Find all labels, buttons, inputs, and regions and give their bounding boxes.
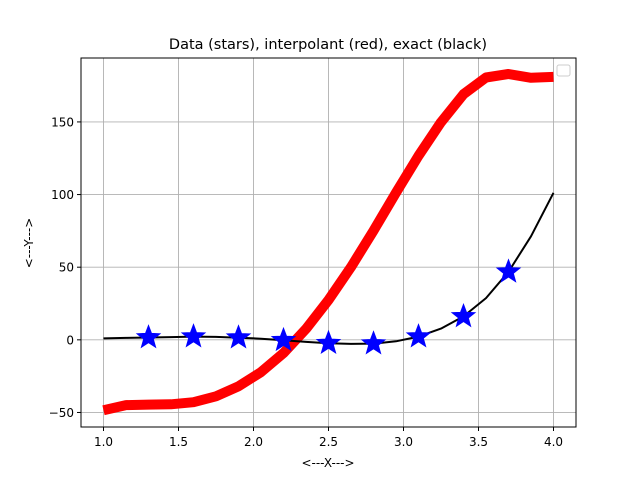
x-tick-label: 2.0 bbox=[244, 435, 263, 449]
y-axis-label: <---Y---> bbox=[22, 218, 36, 269]
legend-box bbox=[556, 64, 571, 77]
x-tick-label: 4.0 bbox=[544, 435, 563, 449]
data-star bbox=[495, 258, 522, 283]
data-star bbox=[450, 302, 477, 328]
data-star bbox=[225, 324, 252, 349]
data-star bbox=[270, 326, 297, 352]
x-tick-label: 1.5 bbox=[169, 435, 188, 449]
y-axis-ticks: −50 0 50 100 150 bbox=[49, 115, 81, 420]
x-tick-label: 3.0 bbox=[394, 435, 413, 449]
x-tick-label: 2.5 bbox=[319, 435, 338, 449]
data-star bbox=[315, 329, 342, 355]
plot-area bbox=[102, 69, 555, 416]
data-stars-series bbox=[135, 258, 522, 355]
x-tick-label: 1.0 bbox=[94, 435, 113, 449]
x-axis-ticks: 1.0 1.5 2.0 2.5 3.0 3.5 4.0 bbox=[94, 427, 563, 449]
data-star bbox=[135, 324, 162, 349]
y-tick-label: 150 bbox=[51, 115, 74, 129]
chart-title: Data (stars), interpolant (red), exact (… bbox=[169, 37, 487, 53]
y-tick-label: 100 bbox=[51, 188, 74, 202]
interpolant-line bbox=[102, 69, 554, 416]
data-star bbox=[360, 330, 387, 355]
y-tick-label: 0 bbox=[66, 333, 74, 347]
data-star bbox=[180, 323, 207, 348]
y-tick-label: 50 bbox=[59, 261, 74, 275]
interpolant-series bbox=[102, 69, 554, 416]
data-star bbox=[405, 323, 432, 348]
y-tick-label: −50 bbox=[49, 406, 74, 420]
x-axis-label: <---X---> bbox=[301, 456, 354, 470]
x-tick-label: 3.5 bbox=[469, 435, 488, 449]
